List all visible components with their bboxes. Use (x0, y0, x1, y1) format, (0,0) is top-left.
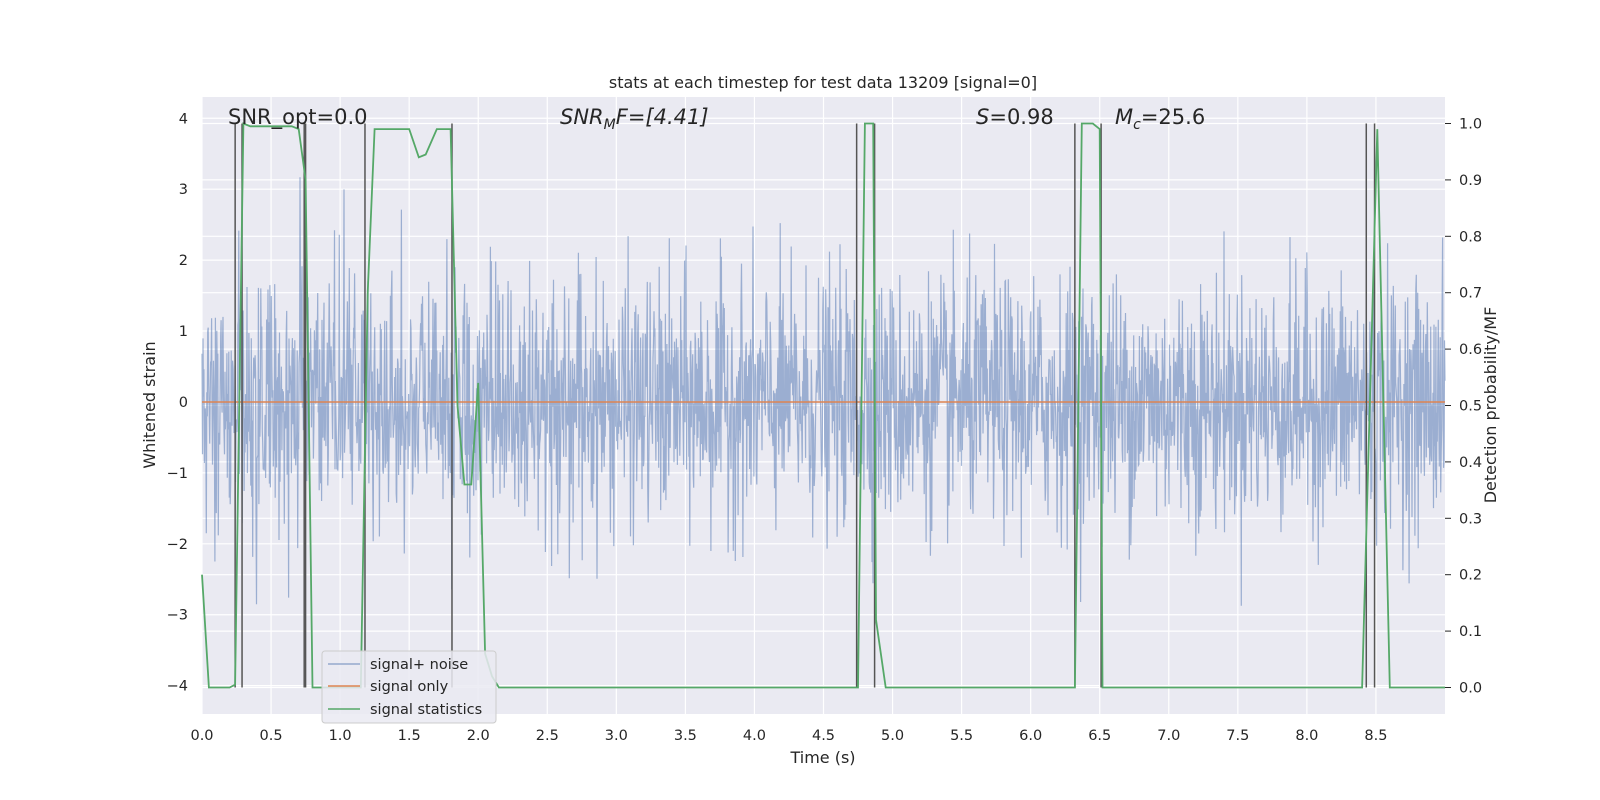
y2-tick-label-0: 0.0 (1459, 680, 1482, 696)
series-signal-statistics (201, 122, 1445, 689)
legend-label-signal: signal only (370, 679, 449, 695)
y-tick-label-3: −1 (167, 466, 188, 482)
annotation-snr-opt: SNR_opt=0.0 (228, 105, 368, 130)
y-tick-label-7: 3 (179, 182, 188, 198)
x-tick-label-9: 4.5 (812, 728, 835, 744)
x-tick-label-6: 3.0 (605, 728, 628, 744)
x-tick-label-15: 7.5 (1226, 728, 1249, 744)
y2-ticks: 0.0 0.1 0.2 0.3 0.4 0.5 0.6 0.7 0.8 0.9 1.0 (1445, 117, 1482, 696)
y-axis-label: Whitened strain (140, 341, 159, 468)
grid (201, 97, 1445, 714)
y-tick-label-8: 4 (179, 111, 188, 127)
annotation-snr-mf: SNRMF=[4.41] (560, 105, 709, 133)
y-tick-label-5: 1 (179, 324, 188, 340)
x-axis-label: Time (s) (789, 748, 855, 767)
y2-tick-label-3: 0.3 (1459, 511, 1482, 527)
legend-box (321, 650, 497, 724)
y-tick-label-4: 0 (179, 395, 188, 411)
y-ticks: −4 −3 −2 −1 0 1 2 3 4 (167, 111, 188, 694)
x-tick-label-12: 6.0 (1019, 728, 1042, 744)
annotation-s: S=0.98 (976, 105, 1054, 129)
annotation-s-sym: S (976, 105, 989, 129)
x-tick-label-7: 3.5 (674, 728, 697, 744)
legend-label-noise: signal+ noise (370, 657, 468, 673)
y2-tick-label-4: 0.4 (1459, 455, 1482, 471)
x-tick-label-14: 7.0 (1157, 728, 1180, 744)
y-tick-label-0: −4 (167, 679, 188, 695)
x-tick-label-5: 2.5 (536, 728, 559, 744)
y-tick-label-1: −3 (167, 608, 188, 624)
annotation-mc-sym: M (1115, 105, 1133, 129)
y2-axis-label: Detection probability/MF (1481, 307, 1500, 504)
x-tick-label-2: 1.0 (329, 728, 352, 744)
chart-title: stats at each timestep for test data 132… (609, 73, 1037, 92)
x-tick-label-13: 6.5 (1088, 728, 1111, 744)
legend-label-stats: signal statistics (370, 702, 482, 718)
noise-trace (201, 177, 1446, 606)
annotation-mc-val: =25.6 (1141, 105, 1205, 129)
y2-tick-label-1: 0.1 (1459, 624, 1482, 640)
y2-tick-label-10: 1.0 (1459, 117, 1482, 133)
x-ticks: 0.0 0.5 1.0 1.5 2.0 2.5 3.0 3.5 4.0 4.5 5.0 5.5 6.0 6… (190, 728, 1387, 744)
legend: signal+ noise signal only signal statist… (321, 650, 497, 724)
x-tick-label-4: 2.0 (467, 728, 490, 744)
y-tick-label-2: −2 (167, 537, 188, 553)
series-signal-noise (201, 177, 1446, 606)
x-tick-label-16: 8.0 (1295, 728, 1318, 744)
x-tick-label-1: 0.5 (260, 728, 283, 744)
annotation-snr-mf-val: F=[4.41] (616, 105, 709, 129)
annotation-s-val: =0.98 (989, 105, 1053, 129)
y2-tick-label-7: 0.7 (1459, 286, 1482, 302)
x-tick-label-11: 5.5 (950, 728, 973, 744)
stats-line (201, 122, 1445, 689)
y2-tick-label-9: 0.9 (1459, 173, 1482, 189)
x-tick-label-17: 8.5 (1364, 728, 1387, 744)
annotation-mc-sub: c (1133, 117, 1141, 133)
y2-tick-label-2: 0.2 (1459, 568, 1482, 584)
y-tick-label-6: 2 (179, 253, 188, 269)
x-tick-label-3: 1.5 (398, 728, 421, 744)
x-tick-label-0: 0.0 (190, 728, 213, 744)
y2-tick-label-8: 0.8 (1459, 229, 1482, 245)
x-tick-label-10: 5.0 (881, 728, 904, 744)
annotation-snr-mf-sym: SNR (560, 105, 604, 129)
annotation-snr-mf-sub: M (604, 117, 616, 133)
annotation-mc: Mc=25.6 (1115, 105, 1205, 133)
y2-tick-label-6: 0.6 (1459, 342, 1482, 358)
y2-tick-label-5: 0.5 (1459, 399, 1482, 415)
x-tick-label-8: 4.0 (743, 728, 766, 744)
